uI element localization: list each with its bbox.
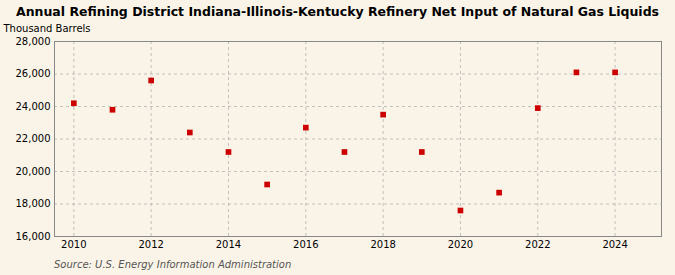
svg-text:28,000: 28,000	[16, 36, 51, 47]
svg-text:2014: 2014	[216, 239, 241, 250]
svg-text:26,000: 26,000	[16, 68, 51, 79]
svg-text:2010: 2010	[61, 239, 86, 250]
svg-text:2024: 2024	[602, 239, 627, 250]
svg-text:Thousand Barrels: Thousand Barrels	[3, 23, 91, 34]
svg-text:24,000: 24,000	[16, 101, 51, 112]
html-text:Source: U.S. Energy Informatio: Source: U.S. Energy Information Administ…	[54, 259, 292, 270]
svg-text:20,000: 20,000	[16, 166, 51, 177]
svg-text:22,000: 22,000	[16, 133, 51, 144]
svg-text:2020: 2020	[448, 239, 473, 250]
svg-text:18,000: 18,000	[16, 198, 51, 209]
svg-text:2012: 2012	[138, 239, 163, 250]
svg-text:2018: 2018	[370, 239, 395, 250]
svg-text:2016: 2016	[293, 239, 318, 250]
svg-text:16,000: 16,000	[16, 231, 51, 242]
html-text:Annual Refining District India: Annual Refining District Indiana-Illinoi…	[16, 4, 659, 19]
svg-text:2022: 2022	[525, 239, 550, 250]
